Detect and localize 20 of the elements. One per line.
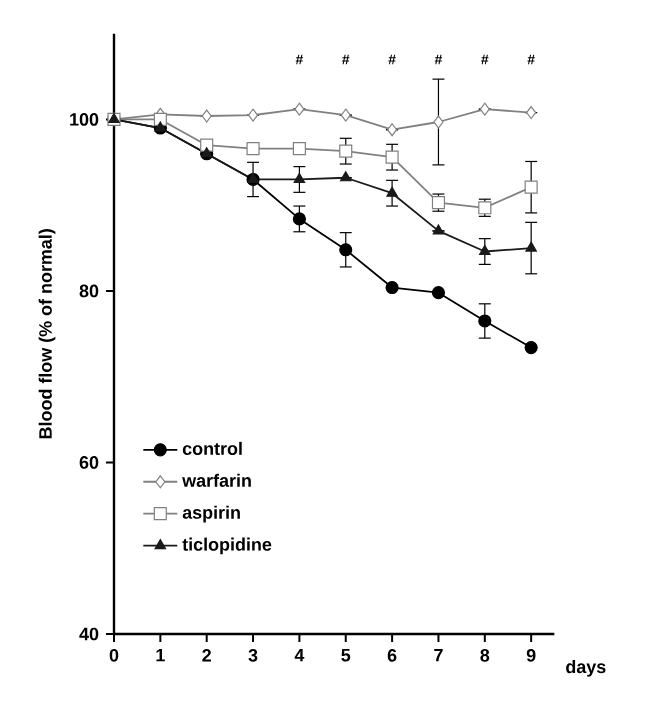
x-tick-label: 7 — [434, 649, 443, 662]
x-axis-title: days — [566, 660, 606, 677]
x-tick-label: 6 — [387, 649, 397, 662]
x-tick-label: 9 — [526, 649, 536, 662]
x-tick-label: 3 — [248, 649, 258, 662]
legend-label: aspirin — [182, 505, 240, 523]
legend-label: ticlopidine — [182, 537, 272, 555]
y-tick-label: 80 — [79, 284, 99, 298]
x-tick-label: 2 — [202, 649, 211, 662]
x-tick-label: 1 — [156, 649, 165, 662]
y-tick-label: 60 — [79, 456, 99, 469]
y-tick-label: 100 — [70, 113, 99, 126]
y-tick-label: 40 — [79, 627, 99, 641]
x-tick-label: 0 — [109, 649, 119, 662]
x-tick-label: 8 — [480, 649, 490, 662]
x-tick-label: 4 — [294, 649, 305, 662]
legend-label: control — [182, 441, 242, 456]
y-axis-title: Blood flow (% of normal) — [38, 229, 56, 439]
x-tick-label: 5 — [341, 649, 351, 662]
legend-label: warfarin — [182, 473, 251, 487]
